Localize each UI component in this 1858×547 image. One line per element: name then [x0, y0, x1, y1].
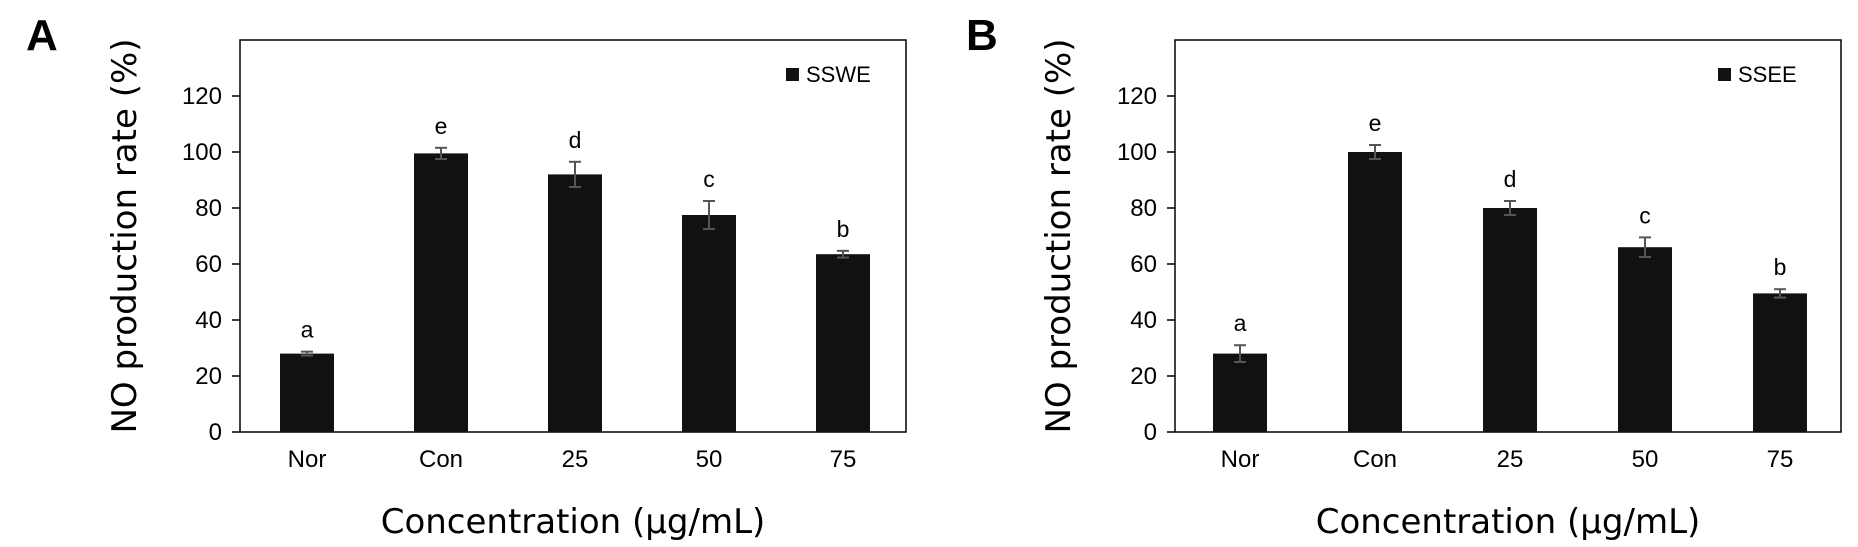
significance-letter: a	[301, 317, 314, 343]
bar	[1753, 293, 1807, 432]
y-tick-label: 120	[182, 83, 222, 110]
panel-label: A	[26, 11, 58, 60]
x-axis-title: Concentration (µg/mL)	[381, 502, 766, 542]
bar	[414, 153, 468, 432]
bar	[1618, 247, 1672, 432]
significance-letter: c	[1639, 202, 1651, 228]
bar	[816, 254, 870, 432]
x-axis-title: Concentration (µg/mL)	[1316, 502, 1701, 542]
significance-letter: a	[1234, 310, 1247, 336]
x-axis-ticks: Nor Con 25 50 75	[1221, 446, 1794, 473]
x-tick-label: Con	[1353, 446, 1397, 473]
significance-letter: d	[1504, 166, 1517, 192]
x-tick-label: Nor	[288, 446, 327, 473]
y-tick-label: 60	[1130, 251, 1157, 278]
y-tick-label: 40	[1130, 307, 1157, 334]
bar	[682, 215, 736, 432]
x-tick-label: Con	[419, 446, 463, 473]
significance-letter: b	[837, 216, 850, 242]
x-tick-label: 75	[1767, 446, 1794, 473]
bars: a e d c b	[280, 113, 870, 432]
bar	[1348, 152, 1402, 432]
y-axis-title: NO production rate (%)	[105, 38, 145, 433]
x-tick-label: 50	[696, 446, 723, 473]
y-tick-label: 120	[1117, 83, 1157, 110]
x-tick-label: 25	[1497, 446, 1524, 473]
y-tick-label: 100	[1117, 139, 1157, 166]
bar	[280, 353, 334, 432]
significance-letter: e	[435, 113, 448, 139]
bars: a e d c b	[1213, 110, 1807, 432]
significance-letter: b	[1774, 254, 1787, 280]
y-tick-label: 80	[1130, 195, 1157, 222]
y-tick-label: 20	[1130, 363, 1157, 390]
y-axis-title: NO production rate (%)	[1039, 38, 1079, 433]
chart-panel-a: A 0 20 40 60 80 100 120 a e d c b Nor Con 25 50 75 SSW…	[26, 11, 907, 542]
significance-letter: e	[1369, 110, 1382, 136]
x-tick-label: Nor	[1221, 446, 1260, 473]
chart-panel-b: B 0 20 40 60 80 100 120 a e d c b Nor Con 25 50 75 SSE…	[966, 11, 1842, 542]
legend-label-sswe: SSWE	[806, 62, 871, 87]
bar	[1213, 353, 1267, 432]
y-axis-ticks: 0 20 40 60 80 100 120	[1117, 83, 1175, 446]
y-tick-label: 100	[182, 139, 222, 166]
panel-label: B	[966, 11, 998, 60]
y-tick-label: 0	[1144, 419, 1157, 446]
legend: SSEE	[1718, 62, 1797, 87]
bar	[1483, 208, 1537, 432]
y-tick-label: 20	[195, 363, 222, 390]
legend-label-ssee: SSEE	[1738, 62, 1797, 87]
x-tick-label: 25	[562, 446, 589, 473]
significance-letter: c	[703, 166, 715, 192]
legend: SSWE	[786, 62, 871, 87]
y-axis-ticks: 0 20 40 60 80 100 120	[182, 83, 240, 446]
y-tick-label: 40	[195, 307, 222, 334]
y-tick-label: 0	[209, 419, 222, 446]
y-tick-label: 80	[195, 195, 222, 222]
legend-swatch-sswe	[786, 68, 799, 81]
legend-swatch-ssee	[1718, 68, 1731, 81]
x-axis-ticks: Nor Con 25 50 75	[288, 446, 857, 473]
x-tick-label: 75	[830, 446, 857, 473]
significance-letter: d	[569, 127, 582, 153]
y-tick-label: 60	[195, 251, 222, 278]
x-tick-label: 50	[1632, 446, 1659, 473]
bar	[548, 174, 602, 432]
